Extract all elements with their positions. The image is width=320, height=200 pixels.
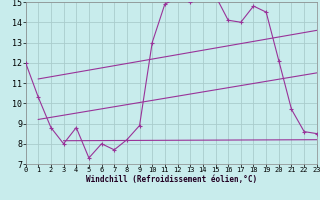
X-axis label: Windchill (Refroidissement éolien,°C): Windchill (Refroidissement éolien,°C) (86, 175, 257, 184)
